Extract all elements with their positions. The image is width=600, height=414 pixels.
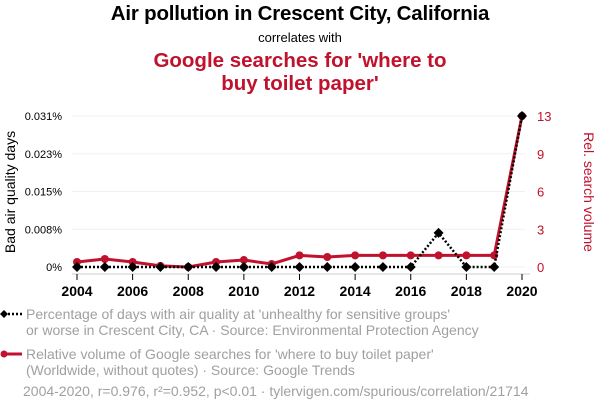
- legend-text-line: Relative volume of Google searches for '…: [26, 346, 434, 362]
- x-tick-label: 2006: [117, 283, 148, 299]
- data-point-air-quality: [350, 262, 361, 272]
- series-line-air-quality: [77, 115, 524, 269]
- chart-title-secondary: Google searches for 'where to buy toilet…: [153, 49, 447, 95]
- data-point-air-quality: [266, 262, 277, 272]
- y-tick-label-right: 0: [537, 260, 544, 275]
- footer-stats: 2004-2020, r=0.976, r²=0.952, p<0.01 · t…: [23, 383, 529, 399]
- legend-swatch-solid-circle: [0, 350, 22, 358]
- data-point-search-volume: [406, 251, 415, 260]
- data-point-search-volume: [239, 256, 248, 265]
- y-tick-label-right: 9: [537, 147, 544, 162]
- y-tick-label-right: 6: [537, 185, 544, 200]
- axes: 0% 0.008% 0.015% 0.023% 0.031% 0 3 6 9 13 2004 2006…: [25, 109, 552, 299]
- y-tick-label-left: 0.031%: [25, 111, 63, 123]
- data-point-search-volume: [462, 251, 471, 260]
- legend-text-line: or worse in Crescent City, CA · Source: …: [26, 322, 479, 338]
- legend-swatch-dotted-diamond: [0, 310, 22, 318]
- data-point-air-quality: [155, 262, 166, 272]
- data-point-air-quality: [238, 262, 249, 272]
- data-point-search-volume: [490, 251, 499, 260]
- gridlines: [72, 115, 525, 268]
- data-point-search-volume: [351, 251, 360, 260]
- data-point-air-quality: [211, 262, 222, 272]
- data-point-air-quality: [294, 262, 305, 272]
- y-tick-label-left: 0.008%: [25, 224, 63, 236]
- data-point-air-quality: [405, 262, 416, 272]
- data-point-air-quality: [377, 262, 388, 272]
- x-tick-label: 2014: [340, 283, 371, 299]
- data-point-search-volume: [100, 254, 109, 263]
- data-point-air-quality: [517, 111, 527, 121]
- data-point-search-volume: [295, 251, 304, 260]
- legend-text-line: (Worldwide, without quotes) · Source: Go…: [26, 362, 355, 378]
- data-point-air-quality: [433, 227, 444, 238]
- y-tick-label-right: 3: [537, 222, 544, 237]
- x-tick-label: 2018: [451, 283, 482, 299]
- x-tick-label: 2004: [61, 283, 92, 299]
- data-point-search-volume: [378, 251, 387, 260]
- legend-item-search-volume: Relative volume of Google searches for '…: [0, 346, 434, 378]
- series-group: [72, 111, 527, 272]
- x-tick-label: 2020: [506, 283, 537, 299]
- data-point-air-quality: [72, 262, 82, 272]
- x-tick-label: 2008: [173, 283, 204, 299]
- x-tick-label: 2010: [228, 283, 259, 299]
- data-point-air-quality: [183, 262, 194, 272]
- legend-item-air-quality: Percentage of days with air quality at '…: [0, 306, 479, 338]
- y-tick-label-left: 0.015%: [25, 187, 63, 199]
- x-tick-label: 2016: [395, 283, 426, 299]
- y-tick-label-left: 0.023%: [25, 149, 63, 161]
- data-point-air-quality: [99, 262, 110, 272]
- data-point-air-quality: [461, 262, 472, 272]
- data-point-air-quality: [322, 262, 333, 272]
- data-point-search-volume: [323, 253, 332, 262]
- legend-text-line: Percentage of days with air quality at '…: [26, 306, 451, 322]
- data-point-air-quality: [489, 262, 500, 272]
- x-tick-label: 2012: [284, 283, 315, 299]
- data-point-search-volume: [434, 251, 443, 260]
- chart-title: Air pollution in Crescent City, Californ…: [110, 2, 490, 25]
- y-tick-label-right: 13: [537, 109, 551, 124]
- y-axis-label-left: Bad air quality days: [2, 131, 18, 253]
- y-tick-label-left: 0%: [46, 262, 62, 274]
- data-point-air-quality: [127, 262, 138, 272]
- y-axis-label-right: Rel. search volume: [581, 132, 597, 252]
- chart-subtitle: correlates with: [258, 30, 342, 45]
